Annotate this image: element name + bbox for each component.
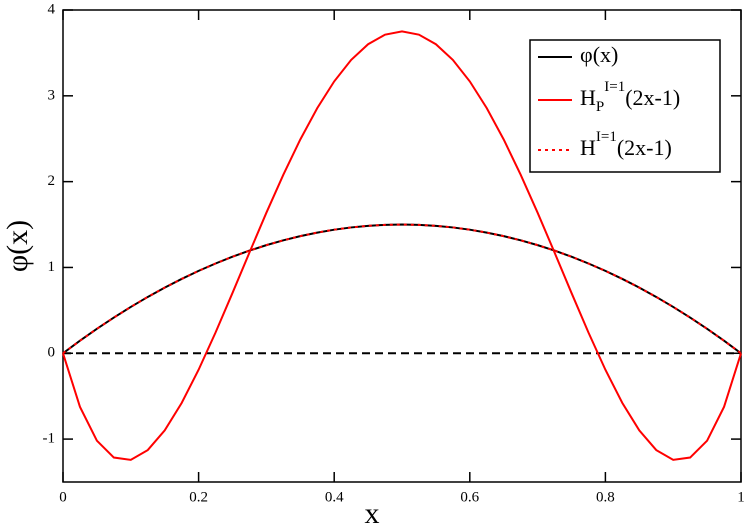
x-tick-label: 0.8 [596,489,615,505]
legend-label: φ(x) [580,42,618,67]
y-axis-label: φ(x) [1,220,34,272]
series-line [62,30,742,461]
x-tick-label: 0.2 [189,489,208,505]
y-tick-label: 1 [48,259,56,275]
y-tick-label: 0 [48,345,56,361]
y-tick-label: 2 [48,173,56,189]
legend-label-part: P [596,99,604,115]
legend-label-part: (2x-1) [617,135,672,160]
legend-label-part: H [580,85,596,110]
x-tick-label: 0.4 [325,489,344,505]
y-tick-label: 4 [48,1,56,17]
legend-label-part: H [580,135,596,160]
plot-frame [62,9,742,483]
legend-box [529,39,721,173]
legend-label-part: φ(x) [580,42,618,67]
x-tick-label: 0 [59,489,67,505]
series-line [62,223,742,355]
y-tick-label: 3 [48,87,56,103]
legend-label: HI=1(2x-1) [580,129,672,160]
legend-label-part: I=1 [596,129,617,145]
legend-label-part: I=1 [604,79,625,95]
y-tick-label: -1 [43,431,56,447]
legend-label-part: (2x-1) [625,85,680,110]
x-tick-label: 1 [737,489,745,505]
series-line [62,223,742,355]
x-axis-label: x [365,497,380,528]
legend-label: HPI=1(2x-1) [580,79,680,115]
x-tick-label: 0.6 [460,489,479,505]
